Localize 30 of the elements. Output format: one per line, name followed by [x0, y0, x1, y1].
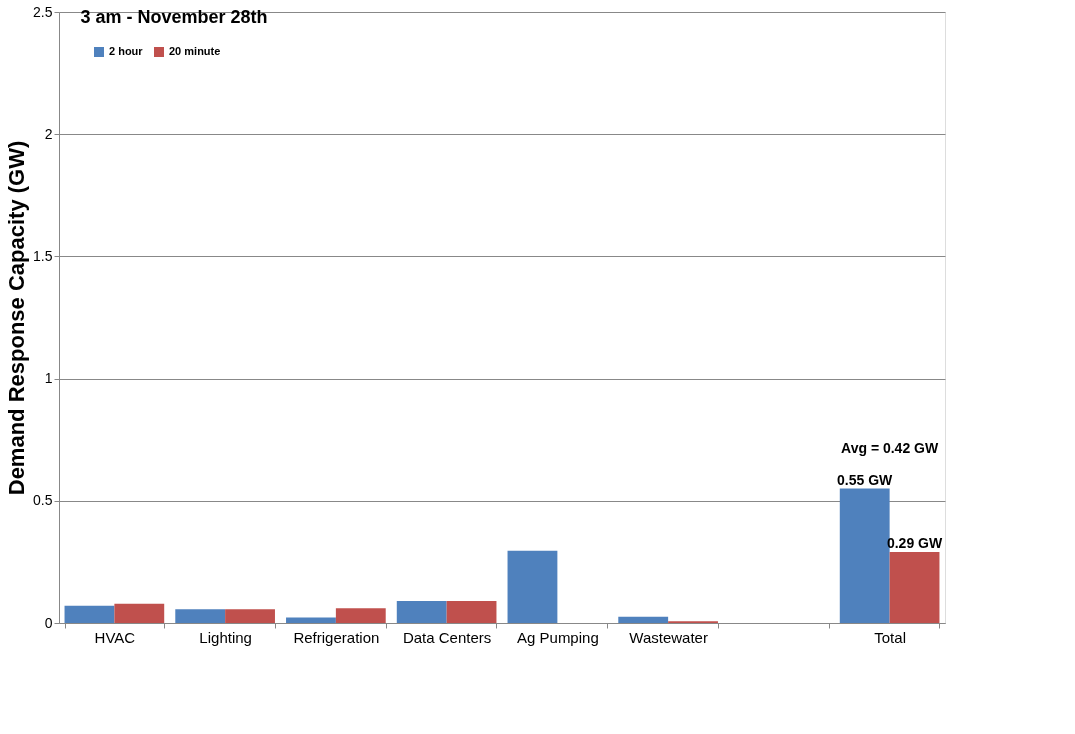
x-tick-label: Data Centers [402, 628, 492, 646]
y-tick-label: 2 [44, 125, 53, 142]
bar [64, 605, 115, 623]
bar [286, 617, 336, 623]
bar [507, 550, 558, 623]
x-tick-label: HVAC [94, 628, 136, 646]
x-tick-label: Lighting [199, 628, 252, 646]
legend-label: 2 hour [109, 45, 144, 57]
y-axis-title: Demand Response Capacity (GW) [4, 140, 30, 496]
chart-title: 3 am - November 28th [80, 7, 268, 27]
bar [396, 601, 447, 623]
x-tick-label: Refrigeration [293, 628, 380, 646]
data-label: 0.55 GW [837, 471, 894, 488]
y-tick-label: 0.5 [33, 492, 53, 509]
y-tick-label: 1.5 [33, 247, 53, 264]
bar [889, 552, 940, 623]
y-tick-label: 0 [44, 614, 53, 631]
bar [225, 609, 275, 623]
bar [114, 603, 165, 623]
x-tick-label: Total [874, 628, 906, 646]
legend-label: 20 minute [169, 45, 221, 57]
bar [175, 609, 226, 623]
bar [618, 616, 669, 623]
bar [335, 608, 386, 623]
y-tick-label: 2.5 [33, 3, 53, 20]
x-tick-label: Wastewater [629, 628, 708, 646]
bar [446, 601, 497, 623]
x-tick-label: Ag Pumping [517, 628, 599, 646]
y-tick-label: 1 [44, 370, 53, 387]
annotation: Avg = 0.42 GW [841, 439, 939, 456]
